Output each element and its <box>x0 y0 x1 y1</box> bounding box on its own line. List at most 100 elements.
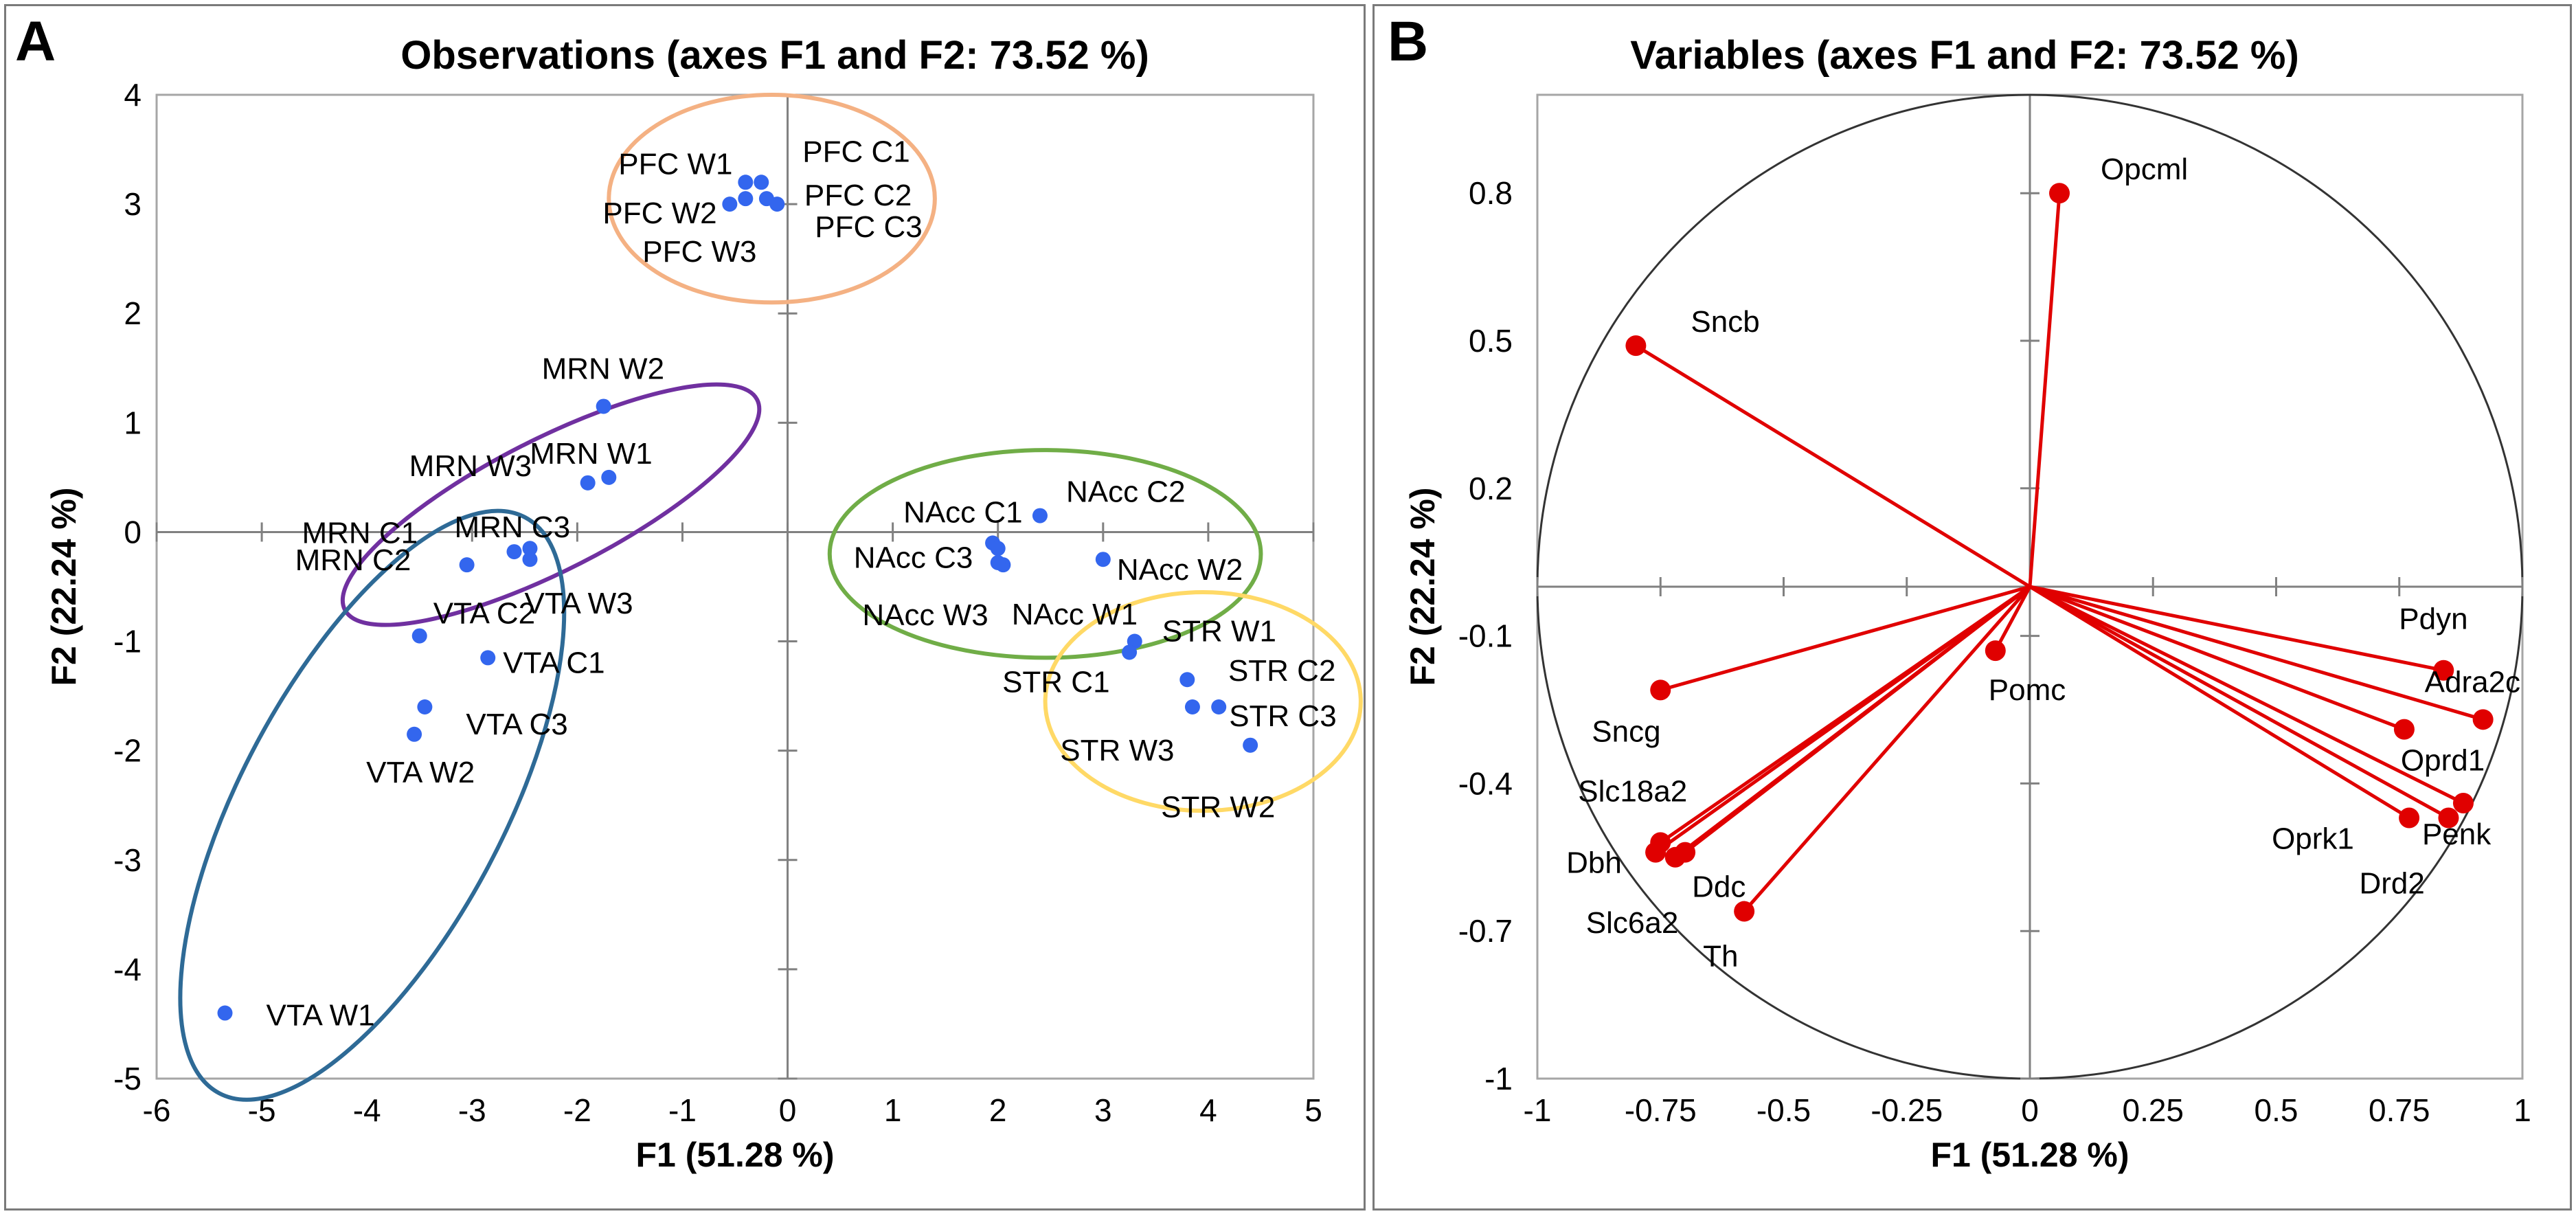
vector-label-ddc: Ddc <box>1692 870 1745 904</box>
point-label-pfc-c3: PFC C3 <box>815 210 922 244</box>
point-label-pfc-w2: PFC W2 <box>602 196 716 230</box>
point-label-pfc-c2: PFC C2 <box>804 179 912 212</box>
vector-end-th <box>1734 901 1755 922</box>
point-label-pfc-w3: PFC W3 <box>642 235 756 269</box>
y-tick-label-b: -1 <box>1484 1061 1513 1096</box>
point-mrn-c1 <box>522 541 538 556</box>
vector-label-oprk1: Oprk1 <box>2272 822 2354 856</box>
y-tick-label-a: -2 <box>113 733 142 769</box>
x-tick-label-a: -6 <box>143 1092 171 1128</box>
x-axis-title-b: F1 (51.28 %) <box>1930 1136 2129 1174</box>
vector-pdyn <box>2029 585 2444 673</box>
panel-b-frame <box>1372 4 2572 1211</box>
point-nacc-w2 <box>1095 552 1111 567</box>
vector-label-drd2: Drd2 <box>2359 867 2424 901</box>
point-nacc-w1 <box>990 554 1006 570</box>
vector-end-drd2 <box>2438 807 2459 829</box>
variables-chart: -1 -0.75 -0.5 -0.25 0 0.25 0.5 0.75 1 -1 -0.7 -0.4 -… <box>1403 93 2531 1174</box>
point-vta-w3 <box>506 544 522 560</box>
y-axis-title-a: F2 (22.24 %) <box>45 487 83 686</box>
point-vta-c2 <box>411 628 427 644</box>
point-mrn-c3 <box>522 552 538 567</box>
point-str-c3 <box>1211 699 1227 715</box>
group-ellipse-nacc <box>827 448 1263 660</box>
y-tick-label-b: -0.7 <box>1458 913 1513 949</box>
vector-label-oprd1: Oprd1 <box>2401 744 2485 778</box>
vector-label-slc18a2: Slc18a2 <box>1578 774 1687 808</box>
point-label-nacc-c2: NAcc C2 <box>1066 475 1186 509</box>
point-label-vta-c2: VTA C2 <box>433 597 535 631</box>
point-label-vta-c3: VTA C3 <box>466 708 567 741</box>
point-label-mrn-w3: MRN W3 <box>409 449 532 483</box>
point-vta-c1 <box>480 650 496 666</box>
x-tick-label-b: 0.5 <box>2255 1092 2298 1128</box>
panel-a-title: Observations (axes F1 and F2: 73.52 %) <box>400 33 1149 78</box>
vector-dbh <box>1654 585 2031 854</box>
point-label-str-w1: STR W1 <box>1162 615 1276 649</box>
point-label-mrn-c2: MRN C2 <box>295 543 411 577</box>
point-label-nacc-c1: NAcc C1 <box>903 495 1023 529</box>
vector-label-opcml: Opcml <box>2101 153 2188 186</box>
point-label-nacc-w3: NAcc W3 <box>862 598 988 632</box>
x-tick-label-a: 5 <box>1304 1092 1322 1128</box>
y-tick-label-a: -5 <box>113 1061 142 1096</box>
x-tick-label-b: -0.75 <box>1625 1092 1697 1128</box>
x-tick-label-a: -3 <box>458 1092 486 1128</box>
x-tick-label-a: 3 <box>1094 1092 1112 1128</box>
vector-oprd1 <box>2029 585 2405 731</box>
vector-adra2c <box>2029 585 2484 721</box>
point-pfc-w3 <box>738 191 754 207</box>
x-axis-title-a: F1 (51.28 %) <box>635 1136 834 1174</box>
x-tick-label-a: 4 <box>1199 1092 1217 1128</box>
group-ellipse-pfc <box>607 93 937 305</box>
y-tick-label-a: -1 <box>113 624 142 660</box>
vector-end-pomc <box>1985 640 2006 662</box>
y-tick-label-a: -4 <box>113 952 142 987</box>
point-label-vta-w1: VTA W1 <box>267 999 375 1033</box>
point-pfc-w2 <box>722 196 738 212</box>
point-mrn-w1 <box>601 469 617 485</box>
panel-a-letter: A <box>15 10 56 73</box>
y-tick-label-a: -3 <box>113 842 142 878</box>
point-pfc-c3 <box>769 196 785 212</box>
point-nacc-c3 <box>990 541 1006 556</box>
point-label-str-c2: STR C2 <box>1228 654 1335 688</box>
point-label-pfc-w1: PFC W1 <box>618 147 732 181</box>
x-tick-label-a: 2 <box>989 1092 1007 1128</box>
vector-ddc <box>1684 585 2031 854</box>
x-tick-label-b: 0 <box>2021 1092 2039 1128</box>
y-tick-label-a: 1 <box>124 405 142 440</box>
x-tick-label-a: -2 <box>563 1092 591 1128</box>
point-mrn-w3 <box>580 475 596 491</box>
vector-end-ddc <box>1675 842 1696 863</box>
point-label-pfc-c1: PFC C1 <box>802 135 909 168</box>
vector-end-oprk1 <box>2399 807 2420 829</box>
vector-end-adra2c <box>2472 709 2494 730</box>
y-tick-label-a: 0 <box>124 514 142 550</box>
x-tick-label-b: -0.5 <box>1756 1092 1811 1128</box>
vector-label-pomc: Pomc <box>1989 673 2066 707</box>
point-label-mrn-c3: MRN C3 <box>454 510 570 544</box>
vector-label-th: Th <box>1703 940 1738 973</box>
vector-end-penk <box>2452 793 2474 814</box>
point-pfc-c1 <box>754 174 769 190</box>
point-vta-w1 <box>217 1005 233 1021</box>
point-pfc-w1 <box>738 174 754 190</box>
point-label-nacc-w2: NAcc W2 <box>1117 553 1243 587</box>
point-str-c1 <box>1122 644 1138 660</box>
x-tick-label-a: 0 <box>779 1092 797 1128</box>
y-tick-label-a: 3 <box>124 186 142 222</box>
vector-sncb <box>1635 344 2031 589</box>
y-tick-label-b: 0.5 <box>1469 323 1513 359</box>
x-tick-label-a: 1 <box>884 1092 902 1128</box>
point-label-mrn-w2: MRN W2 <box>542 352 664 385</box>
y-tick-label-a: 2 <box>124 295 142 331</box>
y-tick-label-b: 0.8 <box>1469 175 1513 211</box>
vector-th <box>1743 585 2031 913</box>
vector-oprk1 <box>2029 585 2410 820</box>
y-tick-label-b: -0.1 <box>1458 618 1513 654</box>
vector-opcml <box>2028 193 2061 587</box>
y-axis-title-b: F2 (22.24 %) <box>1403 487 1442 686</box>
plot-area-a <box>155 93 1315 1080</box>
